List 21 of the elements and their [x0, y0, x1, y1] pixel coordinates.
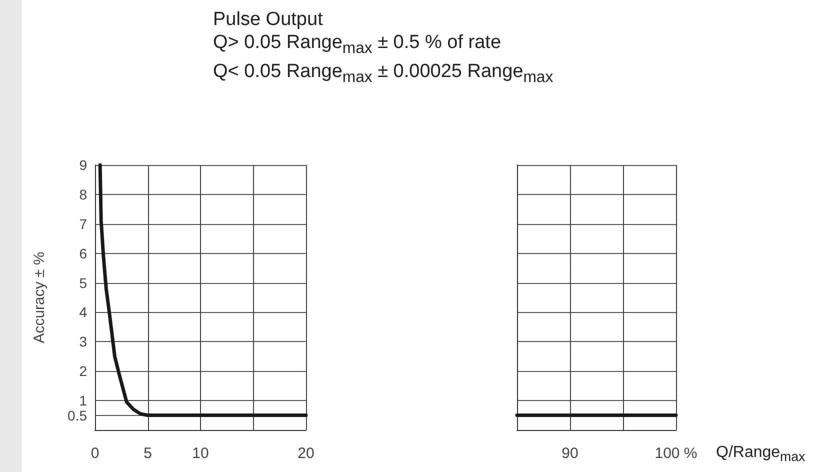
y-tick-label: 0.5 [68, 407, 88, 424]
y-tick-label: 4 [79, 304, 88, 320]
x-tick-label: 5 [144, 445, 152, 462]
x-tick-label: 100 % [654, 445, 698, 462]
x-tick-label: 0 [90, 445, 100, 462]
y-tick-label: 1 [79, 392, 88, 409]
y-tick-label: 7 [79, 216, 88, 232]
y-tick-label: 6 [79, 245, 88, 262]
x-tick-label: 90 [562, 445, 578, 462]
y-tick-label: 3 [79, 334, 88, 350]
y-axis-title: Accuracy ± % [31, 252, 48, 344]
chart-title: Pulse Output [213, 8, 324, 31]
line-series [98, 163, 308, 418]
y-tick-label: 2 [79, 363, 88, 380]
x-tick-label: 10 [192, 445, 209, 462]
y-tick-label: 5 [79, 274, 88, 291]
x-tick-label: 20 [298, 445, 314, 462]
y-tick-label: 8 [79, 186, 88, 202]
y-tick-label: 9 [79, 157, 88, 173]
x-axis-title: Q/Range$_{max}$ [716, 444, 806, 464]
text: Q> 0.05 Range$_{max}$ ± 0.5 % of rate Q< 0.05 Range$_{max}$ ± 0.00025 Range$_{max}$ [213, 32, 554, 86]
